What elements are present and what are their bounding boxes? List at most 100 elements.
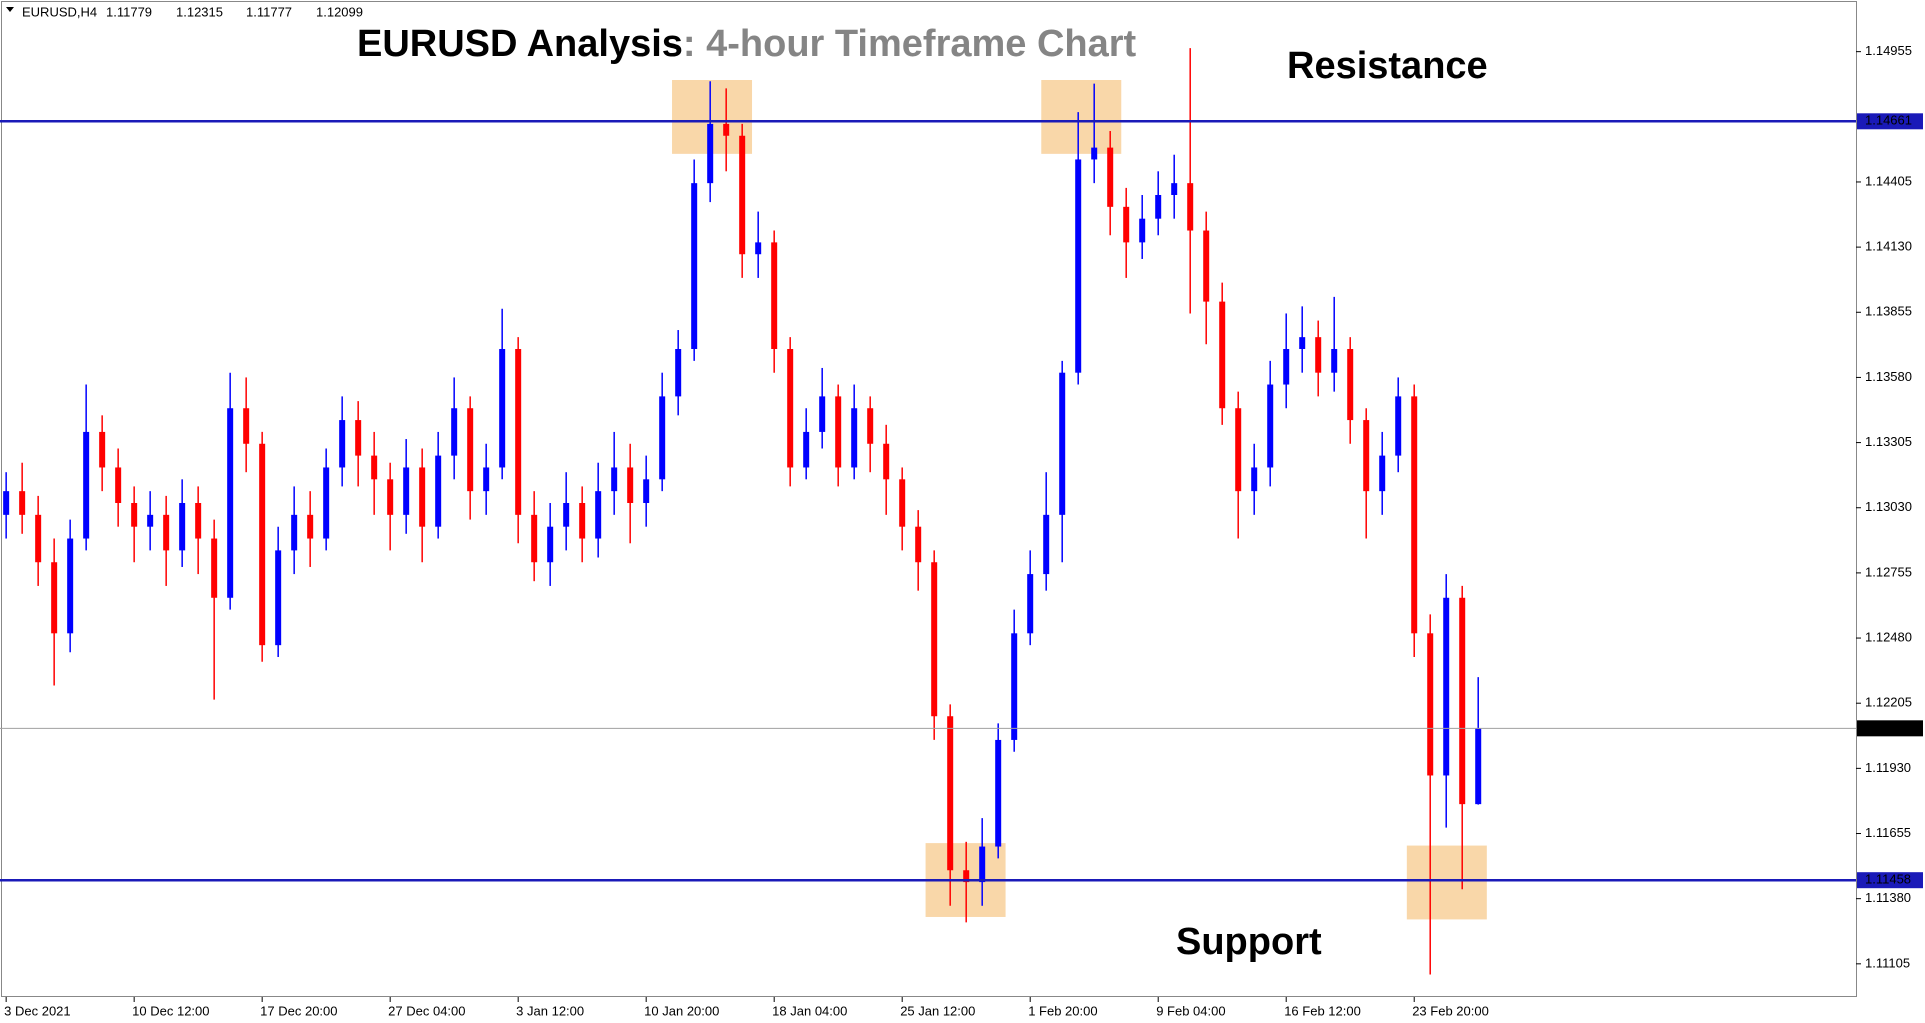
y-tick-label: 1.12205 — [1865, 695, 1912, 710]
candle-body — [51, 562, 58, 634]
candle-body — [1011, 633, 1018, 740]
y-tick-label: 1.11655 — [1865, 825, 1911, 840]
candle-body — [1123, 206, 1130, 243]
y-tick-label: 1.13855 — [1865, 304, 1912, 319]
candle-body — [3, 491, 10, 515]
candle-body — [1027, 574, 1034, 634]
title-main: EURUSD Analysis — [357, 23, 683, 65]
candle-body — [35, 514, 42, 563]
candle-body — [1203, 230, 1210, 302]
candle-body — [355, 420, 362, 456]
candle-body — [835, 396, 842, 468]
candle-body — [483, 467, 490, 492]
support-text: Support — [1176, 921, 1322, 963]
candle-body — [131, 503, 138, 527]
candle-body — [435, 455, 442, 527]
y-tick-label: 1.14405 — [1865, 173, 1912, 188]
candle-body — [1363, 420, 1370, 492]
candle-body — [387, 479, 394, 515]
y-tick-label: 1.11105 — [1865, 955, 1910, 970]
candle-body — [563, 503, 570, 527]
candle-body — [1091, 147, 1098, 160]
candle-body — [323, 467, 330, 539]
x-tick-label: 25 Jan 12:00 — [900, 1003, 975, 1018]
y-tick-label: 1.12480 — [1865, 629, 1912, 644]
candle-body — [1043, 514, 1050, 575]
candle-body — [115, 467, 122, 504]
candles — [3, 48, 1482, 975]
candle-body — [1331, 348, 1338, 373]
candle-body — [1427, 633, 1434, 776]
candle-body — [1283, 348, 1290, 385]
candle-body — [947, 716, 954, 871]
candle-body — [1251, 467, 1258, 492]
candle-body — [579, 503, 586, 539]
candle-body — [67, 538, 74, 634]
candle-body — [243, 408, 250, 444]
highlight-zone — [1041, 80, 1122, 154]
candle-body — [803, 431, 810, 468]
candle-body — [179, 503, 186, 551]
candle-body — [403, 467, 410, 515]
candle-body — [195, 503, 202, 539]
x-tick-label: 10 Dec 12:00 — [132, 1003, 209, 1018]
candle-body — [1171, 183, 1178, 195]
candle-body — [227, 408, 234, 598]
candle-body — [259, 443, 266, 646]
candle-body — [611, 467, 618, 492]
candle-body — [1443, 597, 1450, 776]
candle-body — [339, 420, 346, 468]
candle-body — [643, 479, 650, 504]
support-line-label: 1.11458 — [1865, 872, 1911, 887]
candle-body — [963, 870, 970, 883]
candle-body — [1219, 301, 1226, 409]
candle-body — [1267, 384, 1274, 468]
candle-body — [995, 739, 1002, 847]
candle-body — [1107, 147, 1114, 207]
quote-high: 1.12315 — [176, 4, 223, 19]
chart-title: EURUSD Analysis: 4-hour Timeframe Chart — [357, 23, 1137, 65]
x-tick-label: 16 Feb 12:00 — [1284, 1003, 1361, 1018]
last-price-label-bg — [1857, 720, 1923, 737]
candle-body — [291, 514, 298, 551]
y-tick-label: 1.11930 — [1865, 760, 1911, 775]
candle-body — [915, 526, 922, 563]
candle-body — [1059, 372, 1066, 515]
x-tick-label: 1 Feb 20:00 — [1028, 1003, 1097, 1018]
candle-body — [99, 431, 106, 468]
candle-body — [1315, 337, 1322, 373]
candle-body — [163, 514, 170, 551]
highlight-zone — [1406, 845, 1487, 920]
x-tick-label: 17 Dec 20:00 — [260, 1003, 337, 1018]
candle-body — [691, 183, 698, 349]
candle-body — [595, 491, 602, 539]
candle-body — [1395, 396, 1402, 456]
candle-body — [275, 550, 282, 646]
candle-body — [819, 396, 826, 432]
x-tick-label: 10 Jan 20:00 — [644, 1003, 719, 1018]
resistance-line-label: 1.14661 — [1865, 113, 1912, 128]
candle-body — [771, 242, 778, 349]
candle-body — [627, 467, 634, 504]
x-tick-label: 18 Jan 04:00 — [772, 1003, 847, 1018]
resistance-text: Resistance — [1287, 45, 1488, 87]
y-tick-label: 1.13030 — [1865, 499, 1912, 514]
candle-body — [1155, 194, 1162, 219]
quote-open: 1.11779 — [106, 4, 152, 19]
candle-body — [419, 467, 426, 527]
candle-body — [451, 408, 458, 456]
candle-body — [1299, 337, 1306, 349]
candle-body — [899, 479, 906, 527]
candle-body — [755, 242, 762, 255]
candle-body — [867, 408, 874, 444]
support-line-label-bg — [1857, 872, 1923, 889]
candle-body — [1379, 455, 1386, 492]
candle-body — [1347, 348, 1354, 421]
title-suffix: : 4-hour Timeframe Chart — [683, 23, 1137, 65]
candle-body — [1475, 728, 1482, 805]
symbol: EURUSD,H4 — [22, 4, 97, 19]
candle-body — [19, 491, 26, 515]
y-tick-label: 1.12755 — [1865, 564, 1912, 579]
candle-body — [531, 514, 538, 563]
